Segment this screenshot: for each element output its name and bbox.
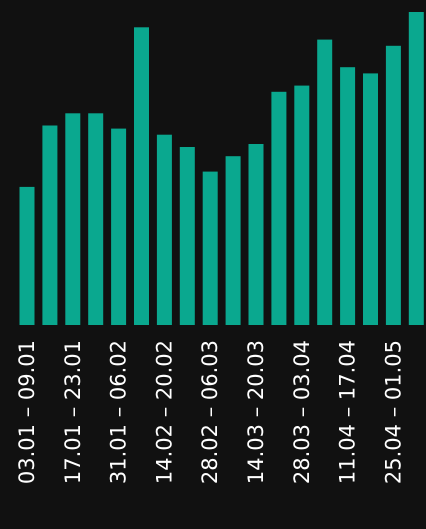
x-tick-label: 14.02 – 20.02: [152, 340, 176, 484]
bar-10: [225, 156, 241, 325]
x-tick-label: 14.03 – 20.03: [244, 340, 268, 484]
x-tick-label: 28.03 – 03.04: [290, 340, 314, 484]
x-tick-label: 17.01 – 23.01: [61, 340, 85, 484]
x-tick-label: 28.02 – 06.03: [198, 340, 222, 484]
bar-16: [363, 73, 378, 326]
bar-7: [156, 134, 172, 325]
x-tick-label: 03.01 – 09.01: [15, 340, 39, 484]
bar-12: [271, 91, 287, 325]
x-tick-labels: 03.01 – 09.01 17.01 – 23.01 31.01 – 06.02 1…: [15, 340, 405, 484]
bars-group: [19, 12, 424, 326]
bar-6: [134, 27, 149, 326]
bar-8: [179, 147, 195, 325]
x-tick-label: 31.01 – 06.02: [107, 340, 131, 484]
bar-2: [42, 125, 58, 325]
bar-11: [248, 144, 264, 325]
x-tick-label: 25.04 – 01.05: [381, 340, 405, 484]
bar-14: [317, 39, 333, 325]
bar-4: [88, 113, 104, 325]
bar-5: [111, 128, 127, 325]
bar-9: [202, 171, 218, 325]
bar-17: [385, 45, 401, 326]
bar-18: [408, 12, 424, 325]
bar-3: [65, 113, 81, 325]
x-tick-label: 11.04 – 17.04: [336, 340, 360, 484]
bar-15: [340, 67, 356, 325]
bar-1: [19, 186, 35, 325]
bar-13: [294, 85, 310, 325]
